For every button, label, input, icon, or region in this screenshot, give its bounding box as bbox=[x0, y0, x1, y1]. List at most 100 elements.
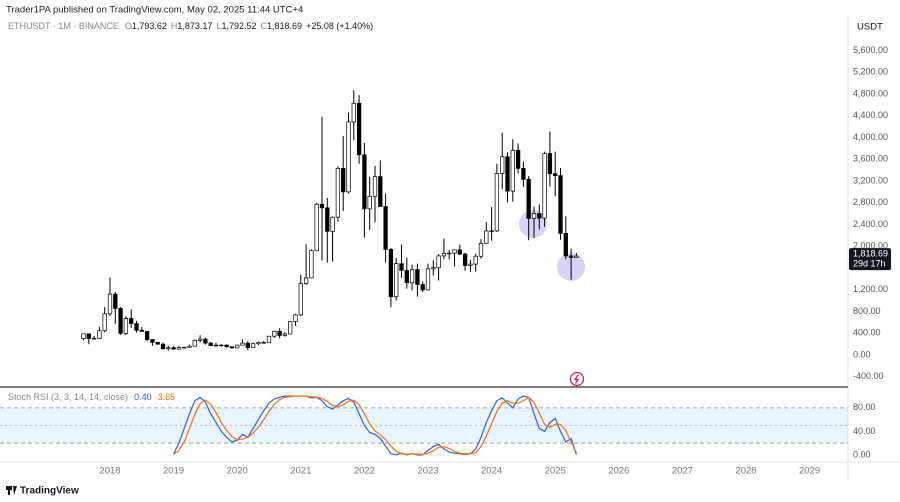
candle-body bbox=[425, 268, 431, 291]
candle-body bbox=[510, 149, 515, 192]
last-price-box bbox=[849, 248, 891, 271]
candle-body bbox=[160, 343, 166, 350]
candle-body bbox=[277, 330, 282, 336]
stoch-line bbox=[173, 395, 577, 455]
indicator-value: 3.65 bbox=[158, 392, 176, 402]
x-tick-label: 2025 bbox=[545, 466, 566, 477]
candle-body bbox=[298, 283, 303, 316]
x-tick-label: 2021 bbox=[290, 466, 311, 477]
candle-body bbox=[325, 207, 330, 232]
event-icon bbox=[569, 371, 585, 387]
candle-body bbox=[484, 230, 489, 244]
candle-body bbox=[261, 342, 266, 344]
x-tick-label: 2018 bbox=[99, 466, 120, 477]
candle-body bbox=[420, 284, 425, 291]
candle-body bbox=[399, 263, 404, 271]
candle-body bbox=[521, 168, 526, 180]
candle-body bbox=[335, 168, 341, 218]
x-tick-label: 2029 bbox=[799, 466, 820, 477]
candle-body bbox=[383, 206, 388, 250]
candle-body bbox=[192, 340, 197, 347]
y-tick-label: 5,200.00 bbox=[853, 67, 888, 77]
candle-body bbox=[182, 346, 187, 349]
candle-body bbox=[288, 321, 293, 335]
x-tick-label: 2022 bbox=[354, 466, 375, 477]
candle-body bbox=[319, 203, 325, 209]
candle-body bbox=[250, 343, 256, 349]
indicator-value: 0.40 bbox=[134, 392, 152, 402]
candle-body bbox=[372, 176, 378, 197]
candle-body bbox=[314, 203, 319, 252]
ohlc-key: C bbox=[261, 21, 268, 31]
candle-body bbox=[452, 249, 457, 254]
candle-body bbox=[563, 233, 568, 257]
x-tick-label: 2028 bbox=[735, 466, 756, 477]
candle-body bbox=[526, 178, 531, 219]
candle-body bbox=[547, 153, 553, 174]
symbol: ETHUSDT · 1M · BINANCE bbox=[8, 21, 119, 31]
candle-body bbox=[404, 270, 409, 284]
ohlc-value: 1,818.69 bbox=[267, 21, 302, 31]
candle-body bbox=[118, 308, 123, 334]
candle-body bbox=[378, 176, 383, 207]
candle-body bbox=[468, 263, 473, 266]
indicator-title: Stoch RSI (3, 3, 14, 14, close) bbox=[8, 392, 128, 402]
candle-body bbox=[113, 293, 118, 309]
candle-body bbox=[409, 269, 415, 284]
candle-body bbox=[568, 255, 574, 258]
candle-body bbox=[219, 344, 224, 347]
x-tick-label: 2026 bbox=[608, 466, 629, 477]
candle-body bbox=[144, 331, 150, 340]
candle-body bbox=[303, 277, 309, 284]
candle-body bbox=[309, 250, 314, 279]
candle-body bbox=[351, 102, 356, 123]
indicator-legend: Stoch RSI (3, 3, 14, 14, close) 0.40 3.65 bbox=[8, 392, 175, 402]
candle-body bbox=[266, 335, 272, 344]
y-tick-label: 4,400.00 bbox=[853, 110, 888, 120]
last-price-label: 1,818.69 bbox=[853, 248, 888, 258]
y-tick-label: 4,800.00 bbox=[853, 88, 888, 98]
candle-body bbox=[494, 173, 500, 232]
candle-body bbox=[107, 293, 113, 315]
candle-body bbox=[330, 216, 335, 232]
candle-body bbox=[187, 345, 192, 348]
countdown-label: 29d 17h bbox=[853, 258, 886, 268]
candle-body bbox=[197, 338, 203, 341]
candle-body bbox=[362, 154, 367, 210]
candle-body bbox=[208, 342, 213, 346]
candle-body bbox=[447, 252, 452, 255]
candle-body bbox=[394, 263, 399, 298]
candle-body bbox=[356, 102, 362, 156]
ohlc-value: 1,873.17 bbox=[177, 21, 212, 31]
ohlc-legend: ETHUSDT · 1M · BINANCE O1,793.62 H1,873.17… bbox=[8, 21, 373, 31]
candle-body bbox=[558, 175, 563, 234]
candle-body bbox=[293, 314, 298, 322]
candle-body bbox=[515, 149, 521, 169]
y-tick-label: 2,000.00 bbox=[853, 241, 888, 251]
candle-body bbox=[341, 168, 346, 193]
candle-body bbox=[574, 255, 579, 258]
candle-body bbox=[171, 347, 176, 350]
candle-body bbox=[346, 121, 351, 193]
ohlc-key: H bbox=[171, 21, 178, 31]
candle-body bbox=[441, 253, 447, 257]
candle-body bbox=[537, 213, 542, 219]
ohlc-value: 1,792.52 bbox=[221, 21, 256, 31]
x-tick-label: 2027 bbox=[672, 466, 693, 477]
ohlc-key: L bbox=[216, 21, 221, 31]
candle-body bbox=[203, 338, 208, 344]
candle-body bbox=[213, 344, 219, 347]
candle-body bbox=[134, 323, 139, 331]
candle-body bbox=[150, 339, 155, 343]
candle-body bbox=[139, 329, 144, 332]
candle-body bbox=[224, 344, 229, 348]
candle-body bbox=[235, 344, 240, 349]
y-tick-label: 2,800.00 bbox=[853, 197, 888, 207]
footer-logo bbox=[6, 486, 17, 495]
y-tick-label: 4,000.00 bbox=[853, 132, 888, 142]
candle-body bbox=[240, 342, 245, 346]
y-tick-label: 1,200.00 bbox=[853, 284, 888, 294]
y-tick-label: 40.00 bbox=[853, 426, 876, 436]
